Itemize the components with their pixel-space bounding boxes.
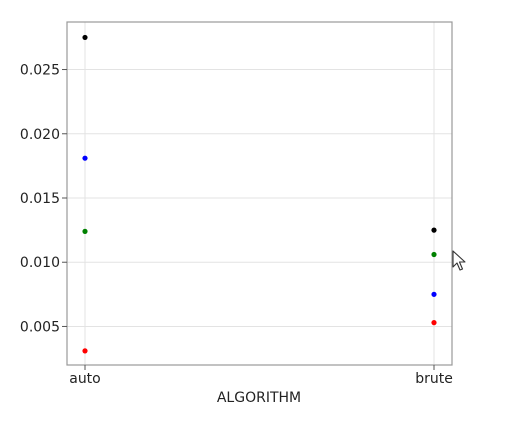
plot-frame [66, 21, 453, 366]
x-axis: auto brute [69, 365, 453, 387]
y-axis: 0.005 0.010 0.015 0.020 0.025 [20, 63, 67, 335]
data-point-auto [82, 348, 88, 354]
y-tick-label: 0.005 [20, 319, 60, 335]
data-point-auto [82, 155, 88, 161]
grid-lines [67, 22, 452, 365]
mouse-pointer-icon [452, 250, 466, 271]
data-points [82, 34, 437, 354]
data-point-brute [431, 227, 437, 233]
x-tick-label-brute: brute [415, 371, 453, 387]
data-point-auto [82, 34, 88, 41]
data-point-brute [431, 320, 437, 326]
data-point-brute [431, 251, 437, 258]
data-point-brute [431, 291, 437, 297]
data-point-auto [82, 228, 88, 234]
y-tick-label: 0.025 [20, 63, 60, 79]
x-tick-label-auto: auto [69, 371, 101, 387]
x-axis-title: ALGORITHM [217, 390, 301, 406]
y-tick-label: 0.015 [20, 191, 60, 207]
y-tick-label: 0.010 [20, 255, 60, 271]
y-tick-label: 0.020 [20, 127, 60, 143]
